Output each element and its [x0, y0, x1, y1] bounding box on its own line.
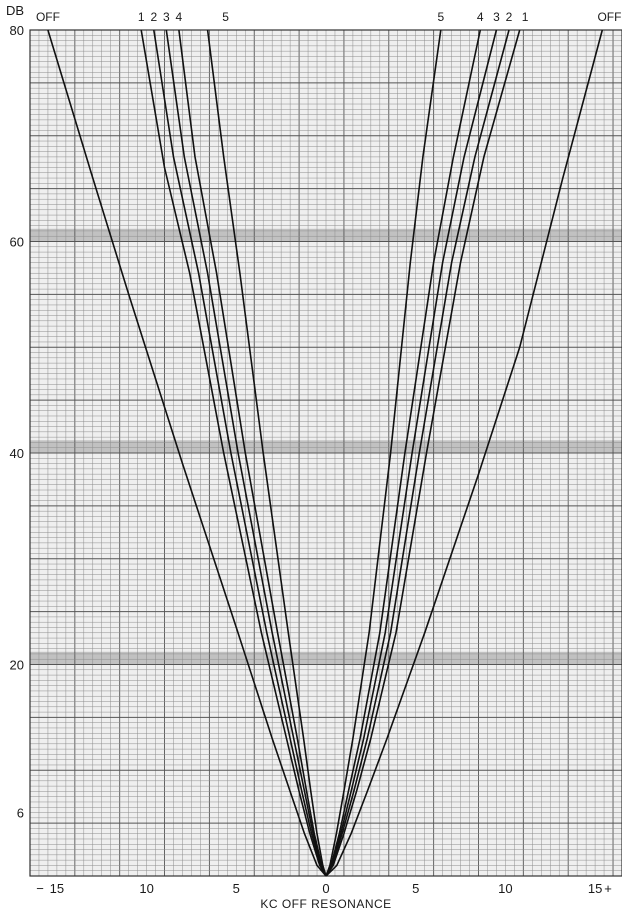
x-tick-label-6: 15 [588, 881, 602, 896]
x-tick-label-3: 0 [322, 881, 329, 896]
curve-label-9: 2 [506, 10, 513, 24]
curve-label-2: 2 [150, 10, 157, 24]
curve-label-10: 1 [522, 10, 529, 24]
curve-4-left [178, 29, 327, 877]
x-axis-title: KC OFF RESONANCE [260, 897, 391, 911]
curve-label-7: 4 [477, 10, 484, 24]
curve-5-right [325, 29, 442, 877]
grid [29, 29, 622, 877]
y-tick-label-4: 80 [10, 23, 24, 38]
curve-2-right [325, 29, 510, 877]
y-tick-label-3: 60 [10, 235, 24, 250]
curve-label-11: OFF [597, 10, 621, 24]
curve-4-right [325, 29, 482, 877]
x-tick-label-5: 10 [498, 881, 512, 896]
curve-0-left [47, 29, 327, 877]
x-plus-sign: + [604, 881, 612, 896]
curve-label-4: 4 [176, 10, 183, 24]
curve-3-left [165, 29, 327, 877]
x-tick-label-2: 5 [233, 881, 240, 896]
y-tick-label-1: 20 [10, 658, 24, 673]
curve-label-0: OFF [36, 10, 60, 24]
y-tick-label-2: 40 [10, 446, 24, 461]
y-tick-label-0: 6 [17, 806, 24, 821]
curve-2-left [153, 29, 327, 877]
x-tick-label-0: 15 [50, 881, 64, 896]
curve-3-right [325, 29, 498, 877]
curve-label-3: 3 [163, 10, 170, 24]
x-tick-label-1: 10 [139, 881, 153, 896]
y-axis-title: DB [6, 3, 24, 18]
curve-label-5: 5 [222, 10, 229, 24]
curve-1-right [325, 29, 521, 877]
x-minus-sign: − [36, 881, 44, 896]
x-tick-label-4: 5 [412, 881, 419, 896]
curve-0-right [325, 29, 604, 877]
curves [47, 29, 604, 877]
curve-1-left [140, 29, 327, 877]
curve-label-1: 1 [138, 10, 145, 24]
curve-label-8: 3 [493, 10, 500, 24]
curve-label-6: 5 [437, 10, 444, 24]
curve-5-left [206, 29, 327, 877]
